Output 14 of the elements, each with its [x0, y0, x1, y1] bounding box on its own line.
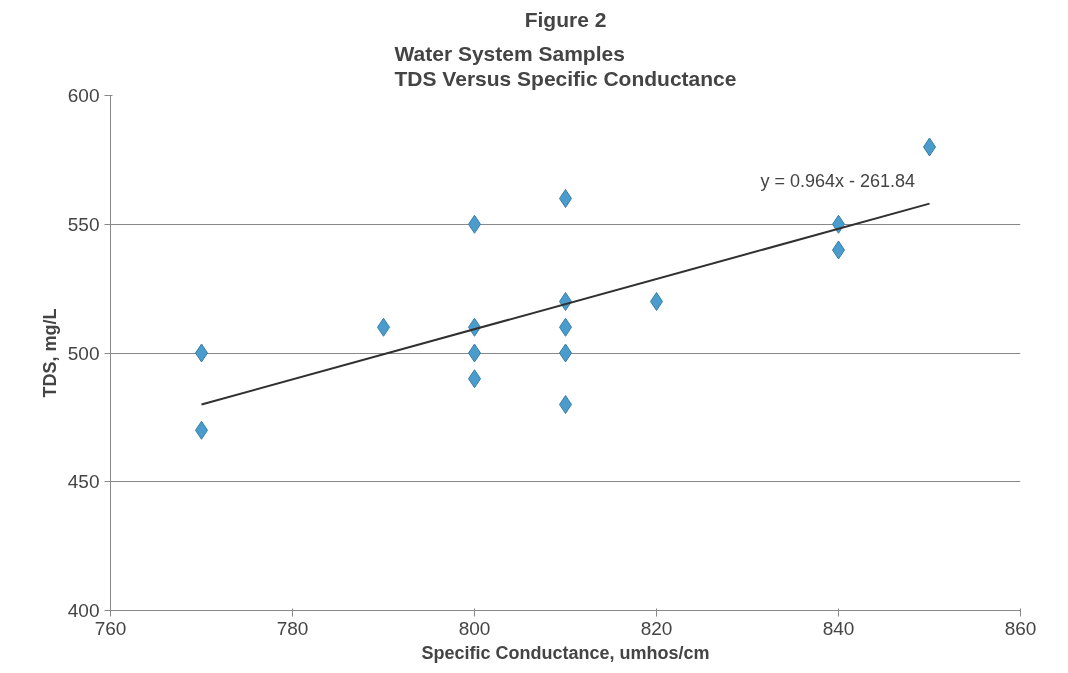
x-tick-label: 800	[458, 617, 491, 639]
y-tick-label: 600	[67, 85, 100, 106]
x-tick-label: 840	[822, 617, 855, 639]
x-axis-title: Specific Conductance, umhos/cm	[421, 642, 710, 663]
y-tick-label: 450	[67, 471, 100, 493]
annotation: y = 0.964x - 261.84	[760, 170, 916, 191]
chart-subtitle: Water System Samples TDS Versus Specific Conductance	[394, 42, 737, 91]
chart-title: Figure 2	[524, 7, 607, 31]
y-axis-title: TDS, mg/L	[39, 308, 60, 398]
x-tick-label: 860	[1004, 617, 1037, 639]
x-tick-label: 820	[640, 617, 673, 639]
y-tick-label: 550	[67, 213, 100, 235]
y-tick-label: 500	[67, 342, 100, 364]
x-tick-label: 780	[276, 617, 309, 639]
